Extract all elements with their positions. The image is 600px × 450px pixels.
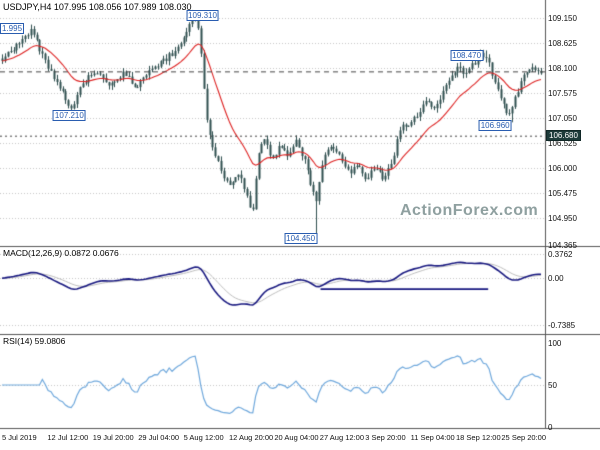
price-tick-label: 107.575: [548, 89, 577, 99]
price-tick-label: 108.100: [548, 64, 577, 74]
time-axis-label: 5 Aug 12:00: [183, 433, 224, 442]
price-tick-label: 104.950: [548, 214, 577, 224]
time-axis-label: 18 Sep 12:00: [456, 433, 501, 442]
time-axis-label: 5 Jul 2019: [2, 433, 37, 442]
price-callout: 1.995: [0, 23, 25, 35]
actionforex-watermark: ActionForex.com: [400, 202, 539, 219]
rsi-tick-label: 100: [548, 339, 562, 348]
macd-tick-label: -0.7385: [548, 321, 576, 331]
price-tick-label: 106.000: [548, 164, 577, 174]
symbol-ohlc-title: USDJPY,H4 107.995 108.056 107.989 108.03…: [3, 2, 192, 12]
price-tick-label: 109.150: [548, 14, 577, 23]
price-callout: 107.210: [52, 110, 86, 122]
time-axis-label: 19 Jul 20:00: [92, 433, 134, 442]
price-tick-label: 105.475: [548, 189, 577, 199]
price-callout: 104.450: [284, 232, 318, 244]
price-tick-label: 106.525: [548, 139, 577, 149]
time-axis-label: 27 Aug 12:00: [319, 433, 365, 442]
rsi-indicator-label: RSI(14) 59.0806: [3, 336, 66, 346]
price-min-label: 104.365: [548, 241, 577, 250]
time-axis-label: 20 Aug 04:00: [274, 433, 319, 442]
time-axis-label: 12 Jul 12:00: [47, 433, 89, 442]
macd-tick-label: 0.3762: [548, 250, 573, 260]
macd-tick-label: 0.00: [548, 274, 564, 284]
macd-indicator-label: MACD(12,26,9) 0.0872 0.0676: [3, 248, 119, 258]
price-tick-label: 107.050: [548, 114, 577, 124]
price-level-badge: 106.680: [546, 129, 581, 141]
time-axis-label: 3 Sep 20:00: [365, 433, 406, 442]
price-callout: 106.960: [478, 120, 512, 132]
time-axis-label: 25 Sep 20:00: [501, 433, 547, 442]
rsi-tick-label: 50: [548, 381, 557, 390]
time-axis-label: 29 Jul 04:00: [138, 433, 180, 442]
rsi-tick-label: 0: [548, 423, 553, 432]
price-callout: 109.310: [186, 10, 219, 22]
time-axis-label: 11 Sep 04:00: [410, 433, 455, 442]
price-callout: 108.470: [450, 50, 484, 62]
time-axis-label: 12 Aug 20:00: [229, 433, 274, 442]
price-tick-label: 108.625: [548, 39, 577, 49]
